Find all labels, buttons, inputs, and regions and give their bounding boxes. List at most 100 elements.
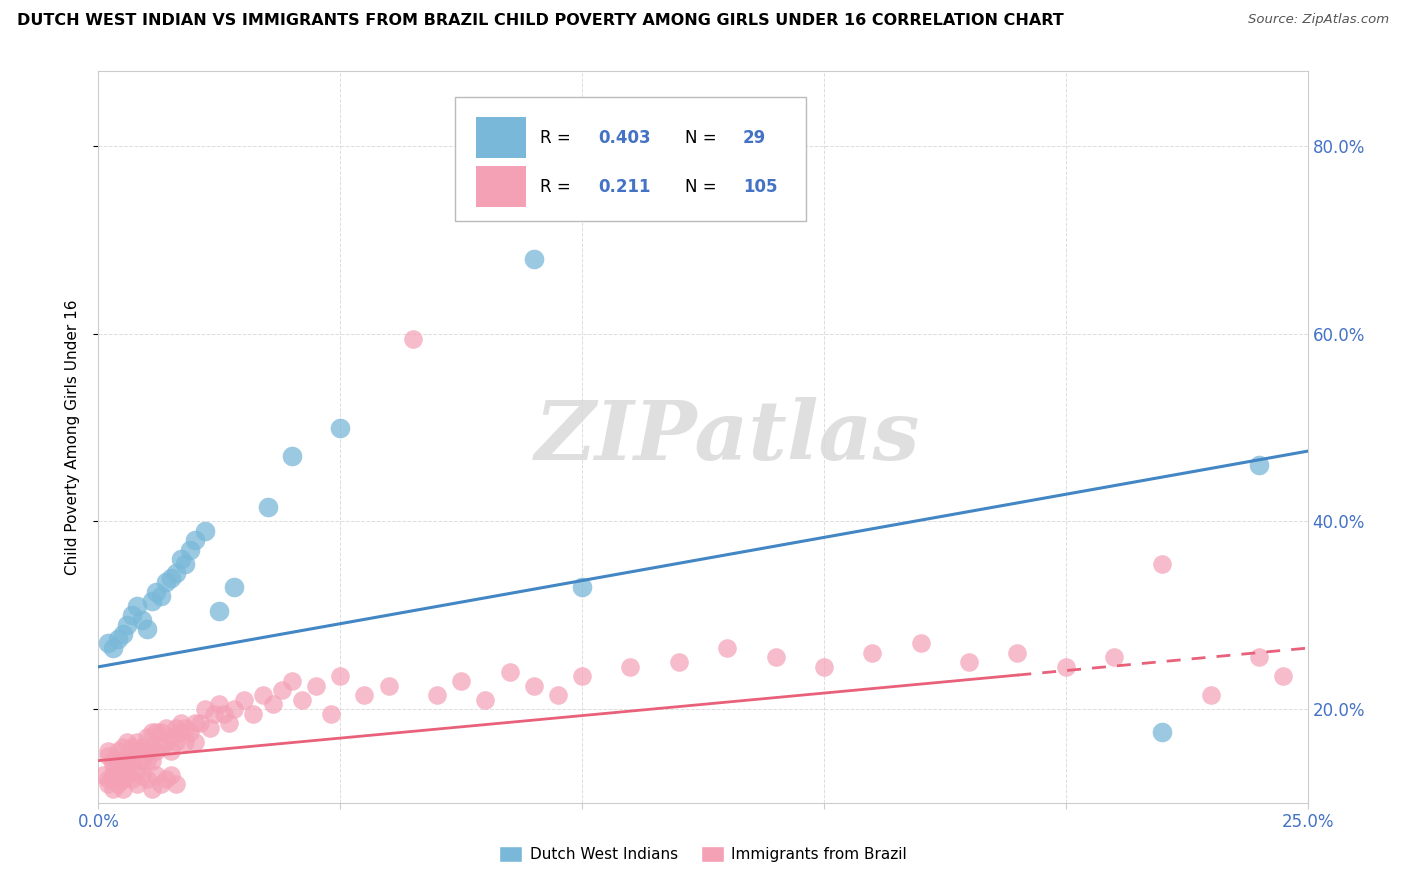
Point: [150, 725, 173, 739]
Point: [107, 777, 129, 791]
Point: [1249, 650, 1271, 665]
Point: [165, 566, 187, 580]
Point: [1152, 725, 1174, 739]
Point: [271, 683, 294, 698]
Point: [101, 767, 124, 781]
Point: [174, 735, 197, 749]
Point: [208, 698, 231, 712]
Point: [242, 706, 264, 721]
Point: [97, 777, 120, 791]
Point: [145, 725, 167, 739]
Point: [135, 623, 157, 637]
Point: [619, 660, 641, 674]
Point: [101, 781, 124, 796]
Point: [179, 725, 201, 739]
Point: [111, 739, 134, 754]
Point: [194, 524, 217, 538]
Point: [150, 739, 173, 754]
Point: [179, 542, 201, 557]
Text: N =: N =: [685, 129, 721, 147]
Point: [212, 706, 235, 721]
Point: [91, 767, 114, 781]
Text: ZIPatlas: ZIPatlas: [534, 397, 920, 477]
Point: [169, 725, 191, 739]
Point: [101, 758, 124, 772]
Point: [155, 772, 177, 787]
Point: [353, 688, 375, 702]
Text: N =: N =: [685, 178, 721, 196]
Point: [571, 669, 593, 683]
Point: [160, 730, 183, 744]
Point: [141, 739, 163, 754]
Point: [117, 758, 139, 772]
Point: [256, 500, 278, 515]
Point: [111, 772, 134, 787]
Point: [305, 679, 328, 693]
Point: [135, 772, 157, 787]
Point: [121, 739, 143, 754]
Point: [765, 650, 787, 665]
Point: [107, 767, 129, 781]
Point: [127, 599, 149, 613]
Text: 105: 105: [742, 178, 778, 196]
Point: [117, 617, 139, 632]
Point: [377, 679, 399, 693]
Point: [121, 754, 143, 768]
Point: [97, 744, 120, 758]
Point: [957, 655, 980, 669]
Point: [165, 721, 187, 735]
Point: [131, 739, 153, 754]
Point: [117, 767, 139, 781]
Point: [107, 754, 129, 768]
Point: [194, 702, 217, 716]
Point: [547, 688, 569, 702]
Point: [165, 777, 187, 791]
Point: [135, 730, 157, 744]
Point: [111, 772, 134, 787]
Point: [208, 603, 231, 617]
Point: [1199, 688, 1222, 702]
Point: [188, 716, 211, 731]
Point: [155, 575, 177, 590]
Text: 0.403: 0.403: [598, 129, 651, 147]
Point: [111, 627, 134, 641]
Point: [135, 754, 157, 768]
Point: [523, 252, 546, 266]
Point: [107, 744, 129, 758]
Point: [145, 584, 167, 599]
Point: [145, 767, 167, 781]
Point: [402, 332, 425, 346]
Point: [169, 716, 191, 731]
Point: [97, 772, 120, 787]
Point: [97, 636, 120, 650]
Point: [135, 744, 157, 758]
Point: [329, 669, 352, 683]
Point: [127, 763, 149, 777]
Legend: Dutch West Indians, Immigrants from Brazil: Dutch West Indians, Immigrants from Braz…: [494, 840, 912, 868]
Point: [1007, 646, 1029, 660]
FancyBboxPatch shape: [456, 97, 806, 221]
Point: [155, 735, 177, 749]
Point: [111, 781, 134, 796]
Point: [232, 692, 254, 706]
Point: [860, 646, 883, 660]
Point: [204, 706, 226, 721]
Point: [111, 754, 134, 768]
Point: [426, 688, 449, 702]
FancyBboxPatch shape: [475, 167, 526, 207]
Point: [121, 772, 143, 787]
Point: [141, 781, 163, 796]
Point: [252, 688, 274, 702]
Point: [281, 449, 304, 463]
Text: R =: R =: [540, 178, 581, 196]
Point: [1272, 669, 1295, 683]
Point: [218, 716, 240, 731]
Point: [97, 748, 120, 763]
Point: [450, 673, 472, 688]
Point: [121, 608, 143, 623]
Point: [160, 571, 183, 585]
Point: [141, 594, 163, 608]
Point: [165, 735, 187, 749]
FancyBboxPatch shape: [475, 118, 526, 158]
Text: Source: ZipAtlas.com: Source: ZipAtlas.com: [1249, 13, 1389, 27]
